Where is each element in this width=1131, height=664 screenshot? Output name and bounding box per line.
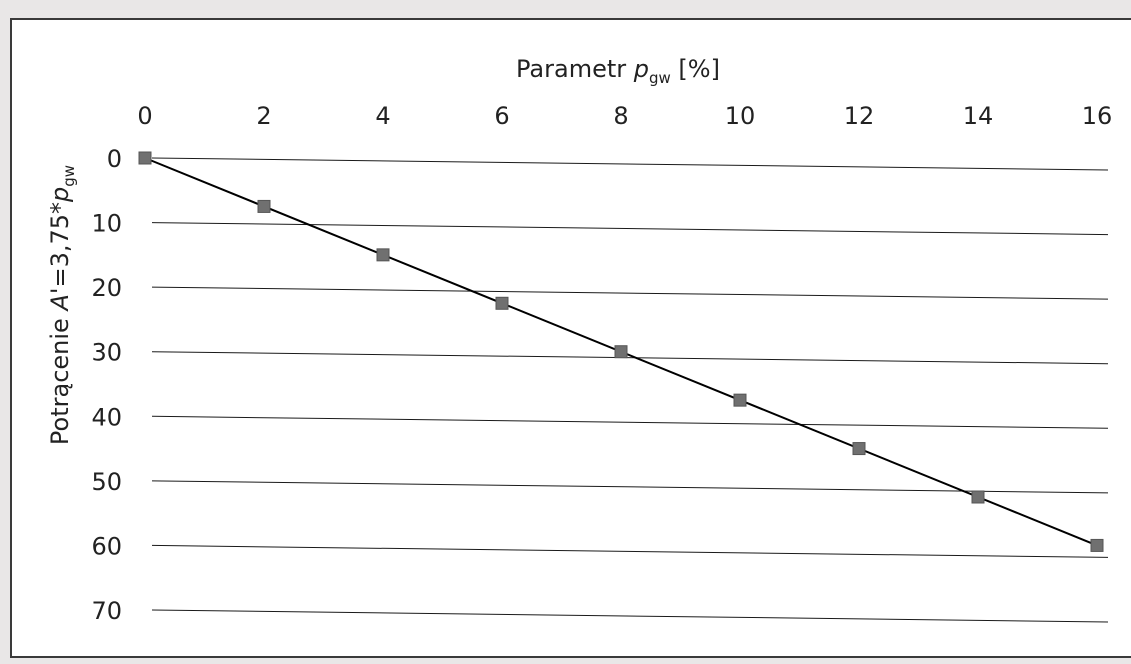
gridline — [151, 157, 1109, 171]
gridline — [151, 480, 1109, 494]
gridline — [151, 415, 1109, 429]
x-axis-title: Parametr pgw [%] — [516, 55, 720, 87]
data-point — [138, 151, 152, 165]
data-point — [733, 393, 747, 407]
gridline — [151, 222, 1109, 236]
y-tick-label: 0 — [107, 145, 122, 173]
x-tick-label: 4 — [375, 102, 390, 130]
x-tick-label: 0 — [137, 102, 152, 130]
data-point — [376, 248, 390, 262]
y-axis-title: Potrącenie A'=3,75*pgw — [46, 165, 78, 445]
gridline — [151, 544, 1109, 558]
y-tick-label: 60 — [91, 532, 122, 560]
y-tick-label: 30 — [91, 339, 122, 367]
x-tick-label: 16 — [1082, 102, 1113, 130]
x-tick-label: 14 — [963, 102, 994, 130]
y-tick-labels: 0 10 20 30 40 50 60 70 — [91, 145, 122, 625]
data-points — [138, 151, 1104, 552]
data-point — [495, 296, 509, 310]
x-tick-label: 8 — [613, 102, 628, 130]
data-point — [257, 199, 271, 213]
y-tick-label: 20 — [91, 274, 122, 302]
chart-frame — [10, 18, 1131, 658]
data-point — [614, 345, 628, 359]
x-tick-label: 10 — [725, 102, 756, 130]
y-tick-label: 50 — [91, 468, 122, 496]
y-tick-label: 40 — [91, 403, 122, 431]
x-tick-labels: 0 2 4 6 8 10 12 14 16 — [137, 102, 1112, 130]
data-point — [852, 442, 866, 456]
gridlines — [151, 157, 1109, 623]
gridline — [151, 609, 1109, 623]
x-tick-label: 6 — [494, 102, 509, 130]
data-point — [971, 490, 985, 504]
gridline — [151, 351, 1109, 365]
y-tick-label: 10 — [91, 210, 122, 238]
y-tick-label: 70 — [91, 597, 122, 625]
gridline — [151, 286, 1109, 300]
x-tick-label: 12 — [844, 102, 875, 130]
data-point — [1090, 538, 1104, 552]
x-tick-label: 2 — [256, 102, 271, 130]
